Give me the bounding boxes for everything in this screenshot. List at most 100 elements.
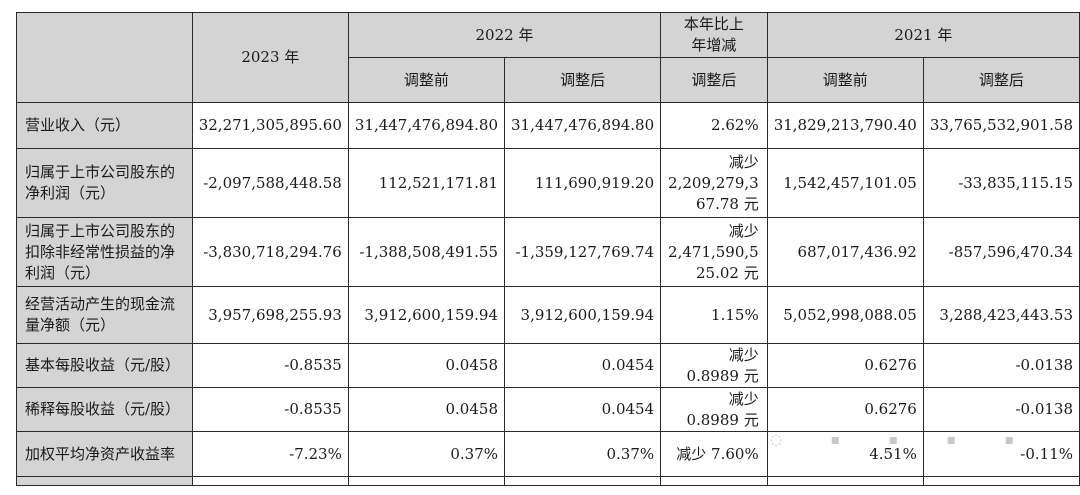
yoy-change-cell: 减少 0.8989 元 [660, 387, 768, 432]
table-row: 归属于上市公司股东的 扣除非经常性损益的净 利润（元） -3,830,718,294.… [16, 217, 1080, 287]
header-yoy-line-2: 年增减 [691, 36, 737, 54]
yoy-change-line: 2,209,279,3 [668, 173, 759, 192]
yoy-change-line: 2,471,590,5 [668, 242, 759, 261]
value-cell-v2021a: -33,835,115.15 [922, 148, 1080, 218]
value-cell-v2021b: 1,542,457,101.05 [766, 148, 924, 218]
row-label: 归属于上市公司股东的 净利润（元） [16, 148, 193, 218]
cutoff-cell [660, 476, 768, 486]
header-corner-cell [16, 12, 193, 103]
yoy-change-cell: 2.62% [660, 102, 768, 149]
header-row-adjust: 调整前 调整后 调整后 调整前 调整后 [17, 57, 1080, 103]
yoy-change-line: 减少 [728, 221, 759, 240]
value-cell-v2022b: 0.0458 [347, 343, 506, 388]
cutoff-cell [766, 476, 924, 486]
value-cell-v2023: 3,957,698,255.93 [191, 286, 349, 344]
value-cell-v2022a: 31,447,476,894.80 [503, 102, 662, 149]
yoy-change-cell: 减少 2,471,590,5 25.02 元 [660, 217, 768, 287]
value-cell-v2022a: 0.0454 [503, 343, 662, 388]
table-row: 稀释每股收益（元/股） -0.8535 0.0458 0.0454 减少 0.8989 元… [16, 387, 1080, 432]
value-cell-v2022b: 3,912,600,159.94 [347, 286, 506, 344]
table-row: 基本每股收益（元/股） -0.8535 0.0458 0.0454 减少 0.8989 元… [16, 343, 1080, 388]
cutoff-cell [191, 476, 349, 486]
value-cell-v2022b: 0.37% [347, 431, 506, 477]
header-2022-after: 调整后 [503, 57, 662, 103]
value-cell-v2022a: 111,690,919.20 [503, 148, 662, 218]
value-cell-v2022b: 31,447,476,894.80 [347, 102, 506, 149]
value-cell-v2022a: 0.0454 [503, 387, 662, 432]
yoy-change-line: 2.62% [711, 116, 759, 134]
row-label-line: 归属于上市公司股东的 [25, 163, 176, 181]
value-cell-v2022a: -1,359,127,769.74 [503, 217, 662, 287]
header-year-2023: 2023 年 [191, 12, 349, 103]
value-cell-v2021b: 31,829,213,790.40 [766, 102, 924, 149]
row-label: 稀释每股收益（元/股） [16, 387, 193, 432]
value-cell-v2021b: 0.6276 [766, 387, 924, 432]
value-cell-v2021a: 33,765,532,901.58 [922, 102, 1080, 149]
row-label: 基本每股收益（元/股） [16, 343, 193, 388]
value-cell-v2023: -0.8535 [191, 387, 349, 432]
value-cell-v2021b: 5,052,998,088.05 [766, 286, 924, 344]
header-yoy-line-1: 本年比上 [683, 15, 744, 33]
value-cell-v2023: -7.23% [191, 431, 349, 477]
row-label-line: 稀释每股收益（元/股） [25, 400, 181, 418]
value-cell-v2021b: 687,017,436.92 [766, 217, 924, 287]
value-cell-v2022b: -1,388,508,491.55 [347, 217, 506, 287]
yoy-change-line: 减少 [728, 345, 759, 364]
financial-indicators-table: 2023 年 2022 年 本年比上 年增减 2021 年 调整前 调整后 调整… [16, 12, 1080, 486]
yoy-change-cell: 减少 0.8989 元 [660, 343, 768, 388]
value-cell-v2021a: 3,288,423,443.53 [922, 286, 1080, 344]
yoy-change-line: 减少 7.60% [676, 444, 759, 463]
cutoff-cell [503, 476, 662, 486]
value-cell-v2021a: -857,596,470.34 [922, 217, 1080, 287]
header-year-2021: 2021 年 [766, 12, 1080, 58]
header-2021-before: 调整前 [766, 57, 924, 103]
watermark-logo: ◌ ▪ ▪ ▪ ▪ [770, 432, 1036, 448]
value-cell-v2021a: -0.11% [922, 431, 1080, 477]
value-cell-v2021a: -0.0138 [922, 343, 1080, 388]
value-cell-v2023: -3,830,718,294.76 [191, 217, 349, 287]
header-2021-after: 调整后 [922, 57, 1080, 103]
row-label-line: 扣除非经常性损益的净 [25, 242, 176, 261]
value-cell-v2023: 32,271,305,895.60 [191, 102, 349, 149]
yoy-change-cell: 减少 2,209,279,3 67.78 元 [660, 148, 768, 218]
value-cell-v2021a: -0.0138 [922, 387, 1080, 432]
table-row: 营业收入（元） 32,271,305,895.60 31,447,476,894.8… [16, 102, 1080, 149]
cutoff-cell [16, 476, 193, 486]
row-label-line: 基本每股收益（元/股） [25, 356, 181, 374]
yoy-change-line: 25.02 元 [695, 263, 759, 282]
yoy-change-line: 0.8989 元 [686, 410, 759, 429]
value-cell-v2023: -2,097,588,448.58 [191, 148, 349, 218]
table-row: 加权平均净资产收益率 -7.23% 0.37% 0.37% 减少 7.60% 4.51% -… [16, 431, 1080, 477]
row-label-line: 净利润（元） [25, 184, 116, 202]
yoy-change-line: 67.78 元 [695, 194, 759, 213]
row-label: 加权平均净资产收益率 [16, 431, 193, 477]
row-label: 归属于上市公司股东的 扣除非经常性损益的净 利润（元） [16, 217, 193, 287]
cutoff-cell [347, 476, 506, 486]
yoy-change-line: 1.15% [711, 305, 759, 324]
cutoff-row [16, 476, 1080, 486]
header-yoy-after: 调整后 [660, 57, 768, 103]
row-label-line: 量净额（元） [25, 316, 116, 334]
header-yoy-change: 本年比上 年增减 [660, 12, 768, 58]
yoy-change-line: 减少 [728, 389, 759, 408]
row-label: 营业收入（元） [16, 102, 193, 149]
cutoff-cell [922, 476, 1080, 486]
row-label: 经营活动产生的现金流 量净额（元） [16, 286, 193, 344]
row-label-line: 经营活动产生的现金流 [25, 295, 176, 313]
yoy-change-line: 0.8989 元 [686, 366, 759, 385]
header-row-years: 2023 年 2022 年 本年比上 年增减 2021 年 [16, 12, 1080, 103]
value-cell-v2021b: 0.6276 [766, 343, 924, 388]
value-cell-v2022a: 0.37% [503, 431, 662, 477]
table-row: 归属于上市公司股东的 净利润（元） -2,097,588,448.58 112,521… [16, 148, 1080, 218]
row-label-line: 归属于上市公司股东的 [25, 221, 176, 240]
yoy-change-cell: 减少 7.60% [660, 431, 768, 477]
value-cell-v2023: -0.8535 [191, 343, 349, 388]
value-cell-v2021b: 4.51% [766, 431, 924, 477]
yoy-change-line: 减少 [728, 152, 759, 171]
table-row: 经营活动产生的现金流 量净额（元） 3,957,698,255.93 3,912,60… [16, 286, 1080, 344]
header-2022-before: 调整前 [347, 57, 506, 103]
yoy-change-cell: 1.15% [660, 286, 768, 344]
row-label-line: 营业收入（元） [25, 116, 131, 134]
value-cell-v2022a: 3,912,600,159.94 [503, 286, 662, 344]
